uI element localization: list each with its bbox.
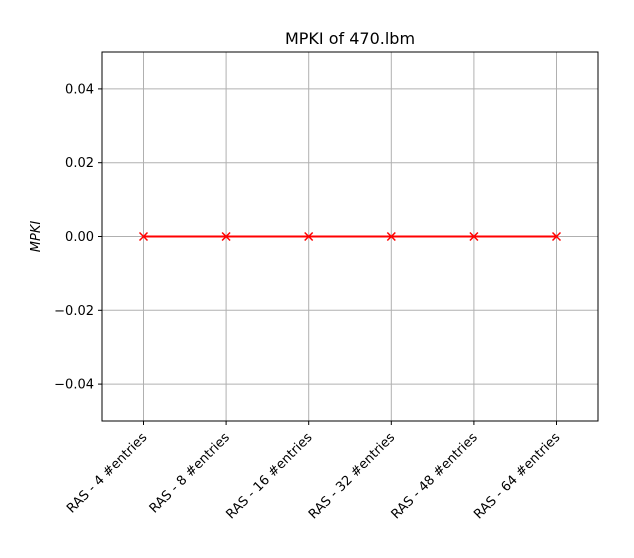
- y-tick-label: 0.02: [65, 156, 94, 171]
- x-tick-label: RAS - 32 #entries: [306, 430, 398, 522]
- x-tick-label: RAS - 16 #entries: [223, 430, 315, 522]
- y-tick-label: −0.04: [54, 378, 94, 393]
- x-tick-label: RAS - 4 #entries: [64, 430, 150, 516]
- x-tick-label: RAS - 64 #entries: [471, 430, 563, 522]
- data-point: [304, 231, 314, 242]
- data-point: [221, 231, 231, 242]
- data-point: [386, 231, 396, 242]
- y-axis-label: MPKI: [29, 221, 44, 253]
- data-point: [551, 231, 562, 242]
- y-tick-label: −0.02: [54, 304, 94, 319]
- series-layer: [138, 231, 562, 242]
- y-tick-label: 0.04: [65, 82, 94, 97]
- x-tick-label: RAS - 8 #entries: [147, 430, 233, 516]
- chart-title: MPKI of 470.lbm: [285, 29, 415, 48]
- y-tick-label: 0.00: [65, 230, 94, 245]
- x-tick-label: RAS - 48 #entries: [389, 430, 481, 522]
- data-point: [469, 231, 479, 242]
- data-point: [138, 231, 149, 242]
